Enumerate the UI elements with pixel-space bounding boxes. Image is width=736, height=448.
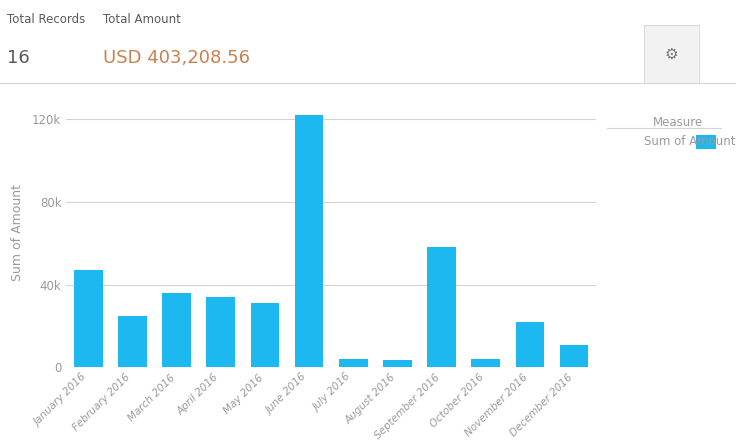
Text: ⚙: ⚙ xyxy=(665,46,679,61)
Text: USD 403,208.56: USD 403,208.56 xyxy=(103,49,250,67)
Bar xyxy=(206,297,235,367)
Bar xyxy=(294,115,323,367)
Bar xyxy=(515,322,545,367)
Bar xyxy=(162,293,191,367)
Bar xyxy=(250,303,280,367)
Bar xyxy=(471,359,500,367)
Bar xyxy=(118,316,146,367)
Bar xyxy=(383,360,412,367)
Text: Total Records: Total Records xyxy=(7,13,85,26)
Y-axis label: Sum of Amount: Sum of Amount xyxy=(11,185,24,281)
Text: 16: 16 xyxy=(7,49,30,67)
Bar xyxy=(339,359,368,367)
Bar xyxy=(74,270,102,367)
Text: Sum of Amount: Sum of Amount xyxy=(644,134,735,148)
Bar xyxy=(560,345,589,367)
Bar xyxy=(427,247,456,367)
Text: Total Amount: Total Amount xyxy=(103,13,181,26)
Text: Measure: Measure xyxy=(653,116,703,129)
